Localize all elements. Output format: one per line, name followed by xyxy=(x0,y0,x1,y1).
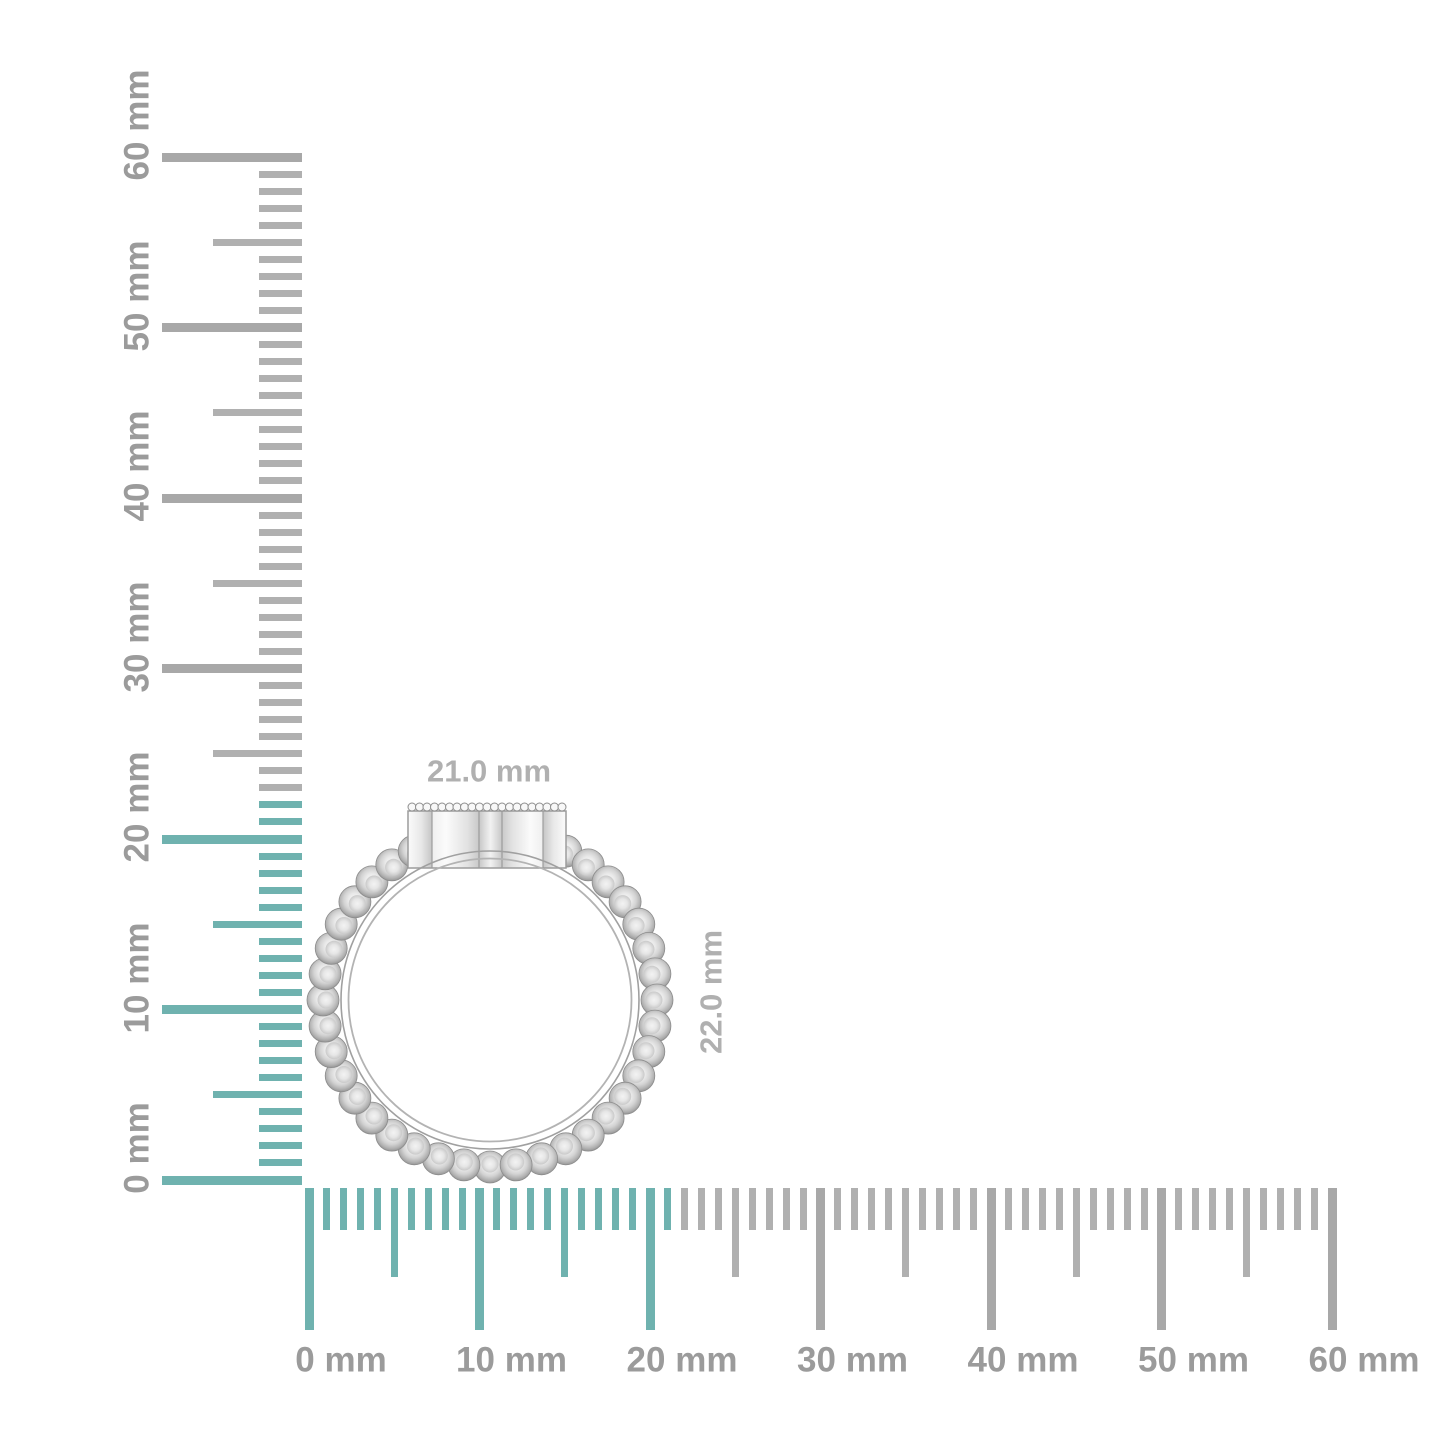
band-inner-edge-line xyxy=(347,857,633,1143)
bead-highlight xyxy=(407,1137,424,1155)
bead-highlight xyxy=(335,917,353,934)
milgrain-stone xyxy=(415,802,424,812)
milgrain-stone xyxy=(452,802,462,812)
milgrain-stone xyxy=(490,802,499,812)
milgrain-stone xyxy=(520,802,529,812)
bead-highlight xyxy=(556,1137,573,1155)
bead-highlight xyxy=(645,991,663,1009)
ring-width-label: 21.0 mm xyxy=(426,753,552,789)
bead-highlight xyxy=(597,875,615,893)
bead-highlight xyxy=(577,1124,595,1142)
bead-highlight xyxy=(643,965,661,983)
milgrain-stone xyxy=(467,802,477,812)
bead-highlight xyxy=(637,1042,655,1060)
bead-highlight xyxy=(325,940,343,958)
bead-highlight xyxy=(532,1147,550,1165)
milgrain-stone xyxy=(407,802,417,812)
bead-highlight xyxy=(627,1066,645,1083)
bead-highlight xyxy=(385,1124,403,1142)
milgrain-stone xyxy=(505,802,514,812)
bead-highlight xyxy=(365,875,383,893)
bead-highlight xyxy=(507,1153,525,1171)
milgrain-stone xyxy=(482,802,492,812)
ring-height-label: 22.0 mm xyxy=(693,929,729,1055)
bead-highlight xyxy=(455,1153,473,1171)
milgrain-stone xyxy=(497,802,507,812)
band-outer-edge-line xyxy=(340,850,640,1150)
milgrain-stone xyxy=(445,802,454,812)
milgrain-stone-row xyxy=(407,802,567,812)
bead-highlight xyxy=(348,1087,366,1105)
bead-highlight xyxy=(627,917,645,934)
milgrain-stone xyxy=(557,802,567,812)
bead-highlight xyxy=(325,1042,343,1060)
bead-highlight xyxy=(335,1066,353,1083)
milgrain-stone xyxy=(542,802,552,812)
bead-highlight xyxy=(597,1107,615,1125)
milgrain-stone xyxy=(535,802,544,812)
bead-highlight xyxy=(614,895,632,913)
bead-highlight xyxy=(430,1147,448,1165)
beaded-band xyxy=(306,816,674,1184)
bead-highlight xyxy=(319,1017,337,1035)
bead-highlight xyxy=(385,858,403,876)
bead-highlight xyxy=(365,1107,383,1125)
milgrain-stone xyxy=(430,802,439,812)
bead-highlight xyxy=(614,1087,632,1105)
bead-highlight xyxy=(637,940,655,958)
bead-highlight xyxy=(481,1155,499,1173)
bead-highlight xyxy=(317,991,335,1009)
milgrain-stone xyxy=(460,802,469,812)
ring-side-view-drawing xyxy=(306,802,674,1184)
milgrain-stone xyxy=(437,802,447,812)
bead-highlight xyxy=(348,895,366,913)
milgrain-stone xyxy=(422,802,432,812)
ring-inner-hole xyxy=(348,858,632,1142)
milgrain-stone xyxy=(550,802,559,812)
milgrain-stone xyxy=(475,802,484,812)
bead-highlight xyxy=(319,965,337,983)
milgrain-stone xyxy=(512,802,522,812)
bead-highlight xyxy=(577,858,595,876)
ring-head-plate xyxy=(407,810,567,869)
milgrain-stone xyxy=(527,802,537,812)
bead-highlight xyxy=(643,1017,661,1035)
